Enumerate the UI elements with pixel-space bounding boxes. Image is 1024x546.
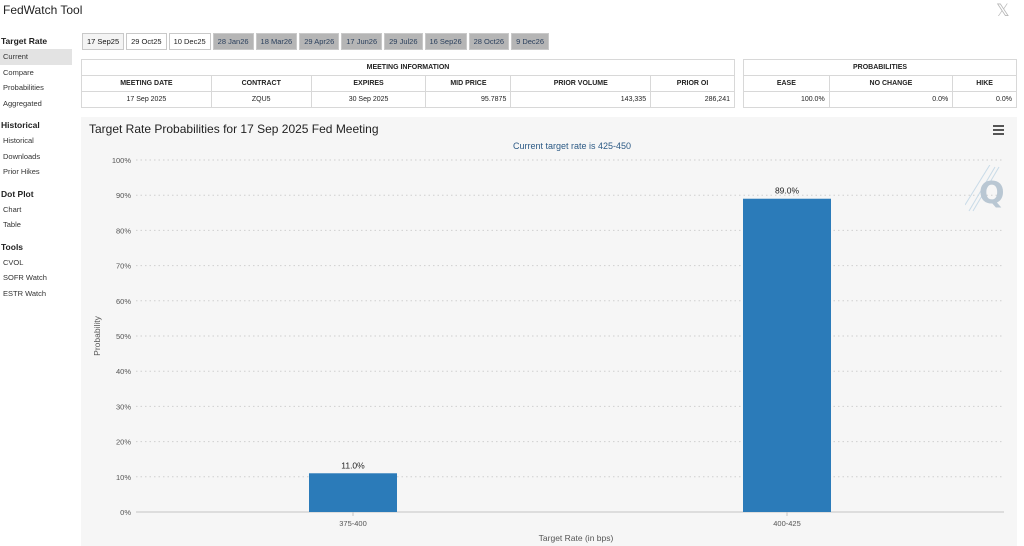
x-tick-label: 400-425 <box>773 519 801 528</box>
tab-meeting-date[interactable]: 9 Dec26 <box>511 33 549 50</box>
y-tick-label: 20% <box>116 438 131 447</box>
sidebar-heading: Dot Plot <box>1 188 34 199</box>
bar <box>743 198 831 512</box>
sidebar-item-current[interactable]: Current <box>0 49 72 65</box>
sidebar-item-sofr-watch[interactable]: SOFR Watch <box>3 273 47 282</box>
svg-text:Q: Q <box>979 176 1005 211</box>
chart-title: Target Rate Probabilities for 17 Sep 202… <box>89 122 379 136</box>
y-tick-label: 100% <box>112 156 132 165</box>
table-column-header: PRIOR VOLUME <box>510 75 652 92</box>
probabilities-table: PROBABILITIES EASE NO CHANGE HIKE 100.0% 0.… <box>743 59 1017 108</box>
meeting-information-table: MEETING INFORMATION MEETING DATE CONTRACT… <box>81 59 735 108</box>
table-cell: 286,241 <box>650 91 735 108</box>
table-column-header: PRIOR OI <box>650 75 735 92</box>
tab-meeting-date[interactable]: 28 Oct26 <box>468 33 510 50</box>
table-column-header: EXPIRES <box>310 75 427 92</box>
y-tick-label: 10% <box>116 473 131 482</box>
tab-meeting-date[interactable]: 29 Apr26 <box>299 33 340 50</box>
bar-data-label: 11.0% <box>341 460 365 470</box>
table-cell: 0.0% <box>952 91 1017 108</box>
tab-meeting-date[interactable]: 29 Jul26 <box>384 33 423 50</box>
y-tick-label: 0% <box>120 508 131 517</box>
table-column-header: NO CHANGE <box>828 75 954 92</box>
sidebar-section: Dot Plot Chart Table <box>0 186 76 233</box>
sidebar-item-aggregated[interactable]: Aggregated <box>3 98 42 108</box>
tab-meeting-date[interactable]: 10 Dec25 <box>168 33 211 50</box>
sidebar-nav: Target Rate Current Compare Probabilities Ag… <box>0 33 76 307</box>
sidebar-item-table[interactable]: Table <box>3 220 21 229</box>
x-share-icon[interactable]: 𝕏 <box>996 1 1010 21</box>
table-cell: 30 Sep 2025 <box>310 91 427 108</box>
table-cell: ZQU5 <box>210 91 312 108</box>
sidebar-item-historical[interactable]: Historical <box>3 136 34 145</box>
cme-q-watermark-icon: Q <box>965 165 1005 212</box>
tab-meeting-date[interactable]: 29 Oct25 <box>126 33 167 50</box>
target-rate-probability-chart: 0% 10% 20% 30% 40% 50% 60% 70% 80% 90% 100% 11.0% 37… <box>92 156 1004 543</box>
table-column-header: EASE <box>743 75 830 92</box>
x-axis-title: Target Rate (in bps) <box>539 533 614 543</box>
table-cell: 143,335 <box>510 91 652 108</box>
table-cell: 95.7875 <box>425 91 512 108</box>
tab-meeting-date[interactable]: 17 Sep25 <box>82 33 125 50</box>
tab-meeting-date[interactable]: 28 Jan26 <box>212 33 254 50</box>
sidebar-section: Historical Historical Downloads Prior Hikes <box>0 117 76 180</box>
table-cell: 0.0% <box>828 91 954 108</box>
meeting-information-header: MEETING INFORMATION <box>81 59 735 76</box>
sidebar-item-prior-hikes[interactable]: Prior Hikes <box>3 167 40 176</box>
y-tick-label: 70% <box>116 262 131 271</box>
chart-subtitle: Current target rate is 425-450 <box>512 141 632 151</box>
y-axis-title: Probability <box>92 315 102 355</box>
table-cell: 17 Sep 2025 <box>81 91 212 108</box>
table-column-header: MEETING DATE <box>81 75 212 92</box>
title-bar: FedWatch Tool 𝕏 <box>0 0 1024 22</box>
y-tick-label: 30% <box>116 402 131 411</box>
y-tick-label: 90% <box>116 191 131 200</box>
sidebar-item-probabilities[interactable]: Probabilities <box>3 83 44 92</box>
y-tick-label: 40% <box>116 367 131 376</box>
app-title: FedWatch Tool <box>3 3 83 17</box>
table-column-header: CONTRACT <box>210 75 312 92</box>
chart-panel: 0% 10% 20% 30% 40% 50% 60% 70% 80% 90% 100% 11.0% 37… <box>81 117 1017 546</box>
x-tick-label: 375-400 <box>339 519 367 528</box>
sidebar-item-cvol[interactable]: CVOL <box>3 257 24 267</box>
sidebar-heading: Tools <box>1 241 24 252</box>
bar-data-label: 89.0% <box>775 186 800 196</box>
table-column-header: HIKE <box>952 75 1017 92</box>
sidebar-item-chart[interactable]: Chart <box>3 204 22 214</box>
tab-meeting-date[interactable]: 18 Mar26 <box>255 33 298 50</box>
tab-meeting-date[interactable]: 17 Jun26 <box>341 33 383 50</box>
hamburger-menu-icon[interactable] <box>993 125 1004 135</box>
bar <box>309 473 397 512</box>
sidebar-section: Target Rate Current Compare Probabilities Ag… <box>0 33 76 111</box>
tab-meeting-date[interactable]: 16 Sep26 <box>424 33 467 50</box>
sidebar-item-downloads[interactable]: Downloads <box>3 151 41 161</box>
y-tick-label: 80% <box>116 226 131 235</box>
table-column-header: MID PRICE <box>425 75 512 92</box>
sidebar-heading: Historical <box>1 120 40 130</box>
sidebar-item-estr-watch[interactable]: ESTR Watch <box>3 288 47 298</box>
probabilities-header: PROBABILITIES <box>743 59 1017 76</box>
table-cell: 100.0% <box>743 91 830 108</box>
sidebar-heading: Target Rate <box>1 36 48 46</box>
sidebar-section: Tools CVOL SOFR Watch ESTR Watch <box>0 239 76 302</box>
y-tick-label: 60% <box>116 297 131 306</box>
y-tick-label: 50% <box>116 332 131 341</box>
sidebar-item-compare[interactable]: Compare <box>3 67 34 77</box>
meeting-date-tabs: 17 Sep25 29 Oct25 10 Dec25 28 Jan26 18 Mar26… <box>82 33 551 50</box>
